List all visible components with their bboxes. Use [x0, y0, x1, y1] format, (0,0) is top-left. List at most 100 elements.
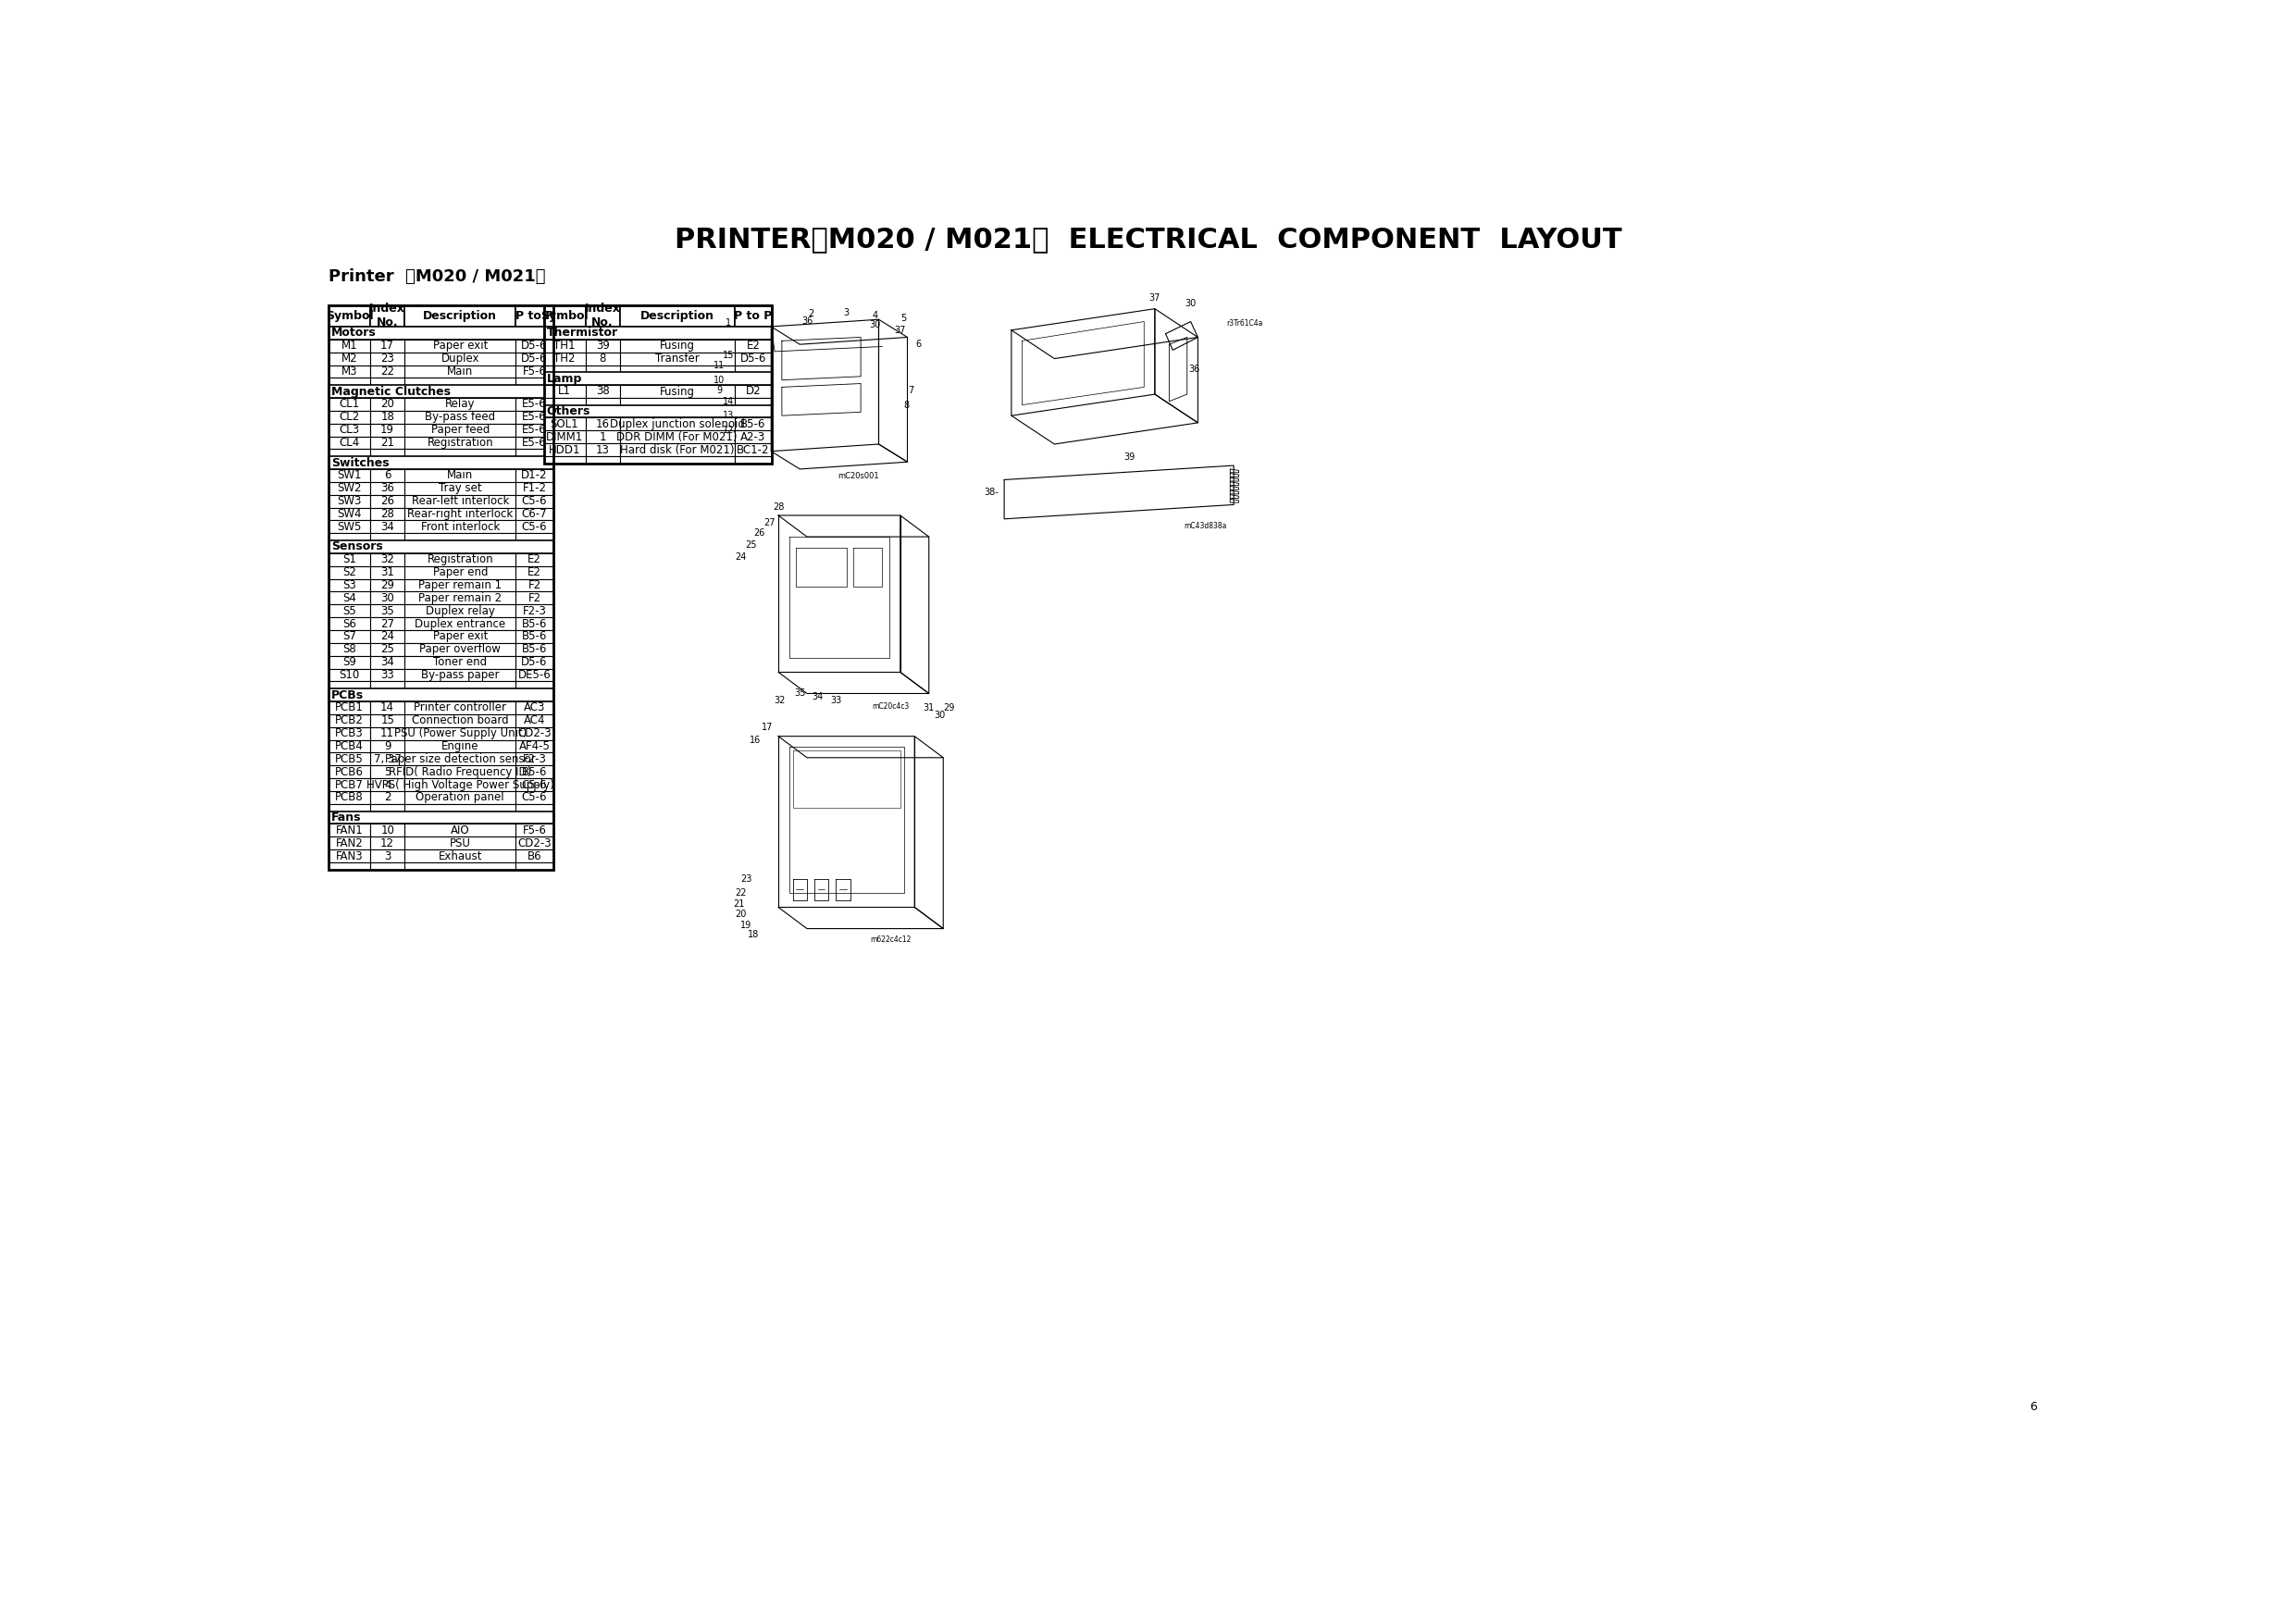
Text: CL3: CL3	[340, 424, 360, 437]
Bar	[328, 508, 370, 521]
Text: BC1-2: BC1-2	[737, 443, 769, 456]
Bar	[328, 643, 370, 656]
Bar	[404, 592, 517, 604]
Text: Tray set: Tray set	[439, 482, 482, 495]
Bar	[517, 837, 553, 849]
Bar	[404, 553, 517, 566]
Bar	[328, 669, 370, 682]
Text: Paper end: Paper end	[432, 566, 487, 578]
Text: PCB7: PCB7	[335, 779, 363, 790]
Text: D1-2: D1-2	[521, 469, 549, 482]
Bar	[517, 753, 553, 766]
Bar	[404, 469, 517, 482]
Bar	[735, 398, 771, 406]
Bar	[328, 398, 370, 411]
Bar	[544, 305, 771, 464]
Bar	[517, 682, 553, 688]
Bar	[328, 656, 370, 669]
Text: Sensors: Sensors	[331, 540, 383, 553]
Bar	[328, 740, 370, 753]
Bar	[328, 456, 553, 469]
Text: 11: 11	[381, 727, 395, 740]
Text: 15: 15	[381, 714, 395, 727]
Bar	[620, 385, 735, 398]
Bar	[517, 398, 553, 411]
Bar	[370, 469, 404, 482]
Text: 34: 34	[381, 656, 395, 669]
Bar	[517, 339, 553, 352]
Text: CD2-3: CD2-3	[517, 727, 551, 740]
Text: 35: 35	[381, 605, 395, 617]
Bar	[370, 643, 404, 656]
Bar	[328, 682, 370, 688]
Bar	[544, 339, 585, 352]
Text: Thermistor: Thermistor	[546, 326, 618, 339]
Bar	[370, 766, 404, 779]
Bar	[328, 437, 370, 450]
Text: 14: 14	[723, 396, 735, 406]
Text: 4: 4	[383, 779, 390, 790]
Bar	[328, 352, 370, 365]
Bar	[585, 352, 620, 365]
Text: Magnetic Clutches: Magnetic Clutches	[331, 385, 450, 398]
Bar	[404, 656, 517, 669]
Text: 2: 2	[383, 792, 390, 803]
Text: 34: 34	[381, 521, 395, 532]
Bar	[328, 727, 370, 740]
Bar	[370, 450, 404, 456]
Text: AF4-5: AF4-5	[519, 740, 551, 751]
Bar	[404, 579, 517, 592]
Text: PSU: PSU	[450, 837, 471, 849]
Text: S5: S5	[342, 605, 356, 617]
Text: 29: 29	[381, 579, 395, 591]
Text: Index
No.: Index No.	[585, 304, 620, 329]
Bar	[404, 779, 517, 790]
Text: mC43d838a: mC43d838a	[1185, 523, 1226, 531]
Text: 6: 6	[916, 339, 921, 349]
Bar	[735, 352, 771, 365]
Text: D2: D2	[746, 385, 760, 398]
Text: S2: S2	[342, 566, 356, 578]
Bar	[517, 437, 553, 450]
Text: S10: S10	[340, 669, 360, 682]
Text: 8: 8	[902, 401, 909, 409]
Text: AIO: AIO	[450, 824, 471, 836]
Text: 23: 23	[381, 352, 395, 365]
Text: S8: S8	[342, 643, 356, 656]
Text: Registration: Registration	[427, 553, 494, 565]
Text: D5-6: D5-6	[521, 339, 546, 352]
Text: C6-7: C6-7	[521, 508, 546, 519]
Bar	[735, 305, 771, 326]
Text: F2-3: F2-3	[523, 753, 546, 764]
Bar	[517, 495, 553, 508]
Text: F5-6: F5-6	[523, 824, 546, 836]
Text: Registration: Registration	[427, 437, 494, 448]
Text: Description: Description	[422, 310, 498, 321]
Text: 27: 27	[381, 618, 395, 630]
Text: 39: 39	[595, 339, 608, 352]
Text: Fans: Fans	[331, 812, 360, 823]
Bar	[544, 456, 585, 464]
Bar	[404, 352, 517, 365]
Text: 20: 20	[735, 911, 746, 919]
Text: PCB8: PCB8	[335, 792, 363, 803]
Text: 19: 19	[381, 424, 395, 437]
Text: 33: 33	[381, 669, 395, 682]
Bar	[404, 398, 517, 411]
Bar	[404, 630, 517, 643]
Bar	[370, 508, 404, 521]
Bar	[585, 385, 620, 398]
Text: F2-3: F2-3	[523, 605, 546, 617]
Text: A2-3: A2-3	[742, 432, 767, 443]
Bar	[735, 365, 771, 372]
Text: S4: S4	[342, 592, 356, 604]
Text: Fusing: Fusing	[659, 385, 696, 398]
Text: SW1: SW1	[338, 469, 363, 482]
Text: Switches: Switches	[331, 456, 390, 469]
Bar	[620, 398, 735, 406]
Text: PCB1: PCB1	[335, 701, 363, 714]
Text: 25: 25	[381, 643, 395, 656]
Bar	[544, 365, 585, 372]
Bar	[735, 417, 771, 430]
Bar	[517, 592, 553, 604]
